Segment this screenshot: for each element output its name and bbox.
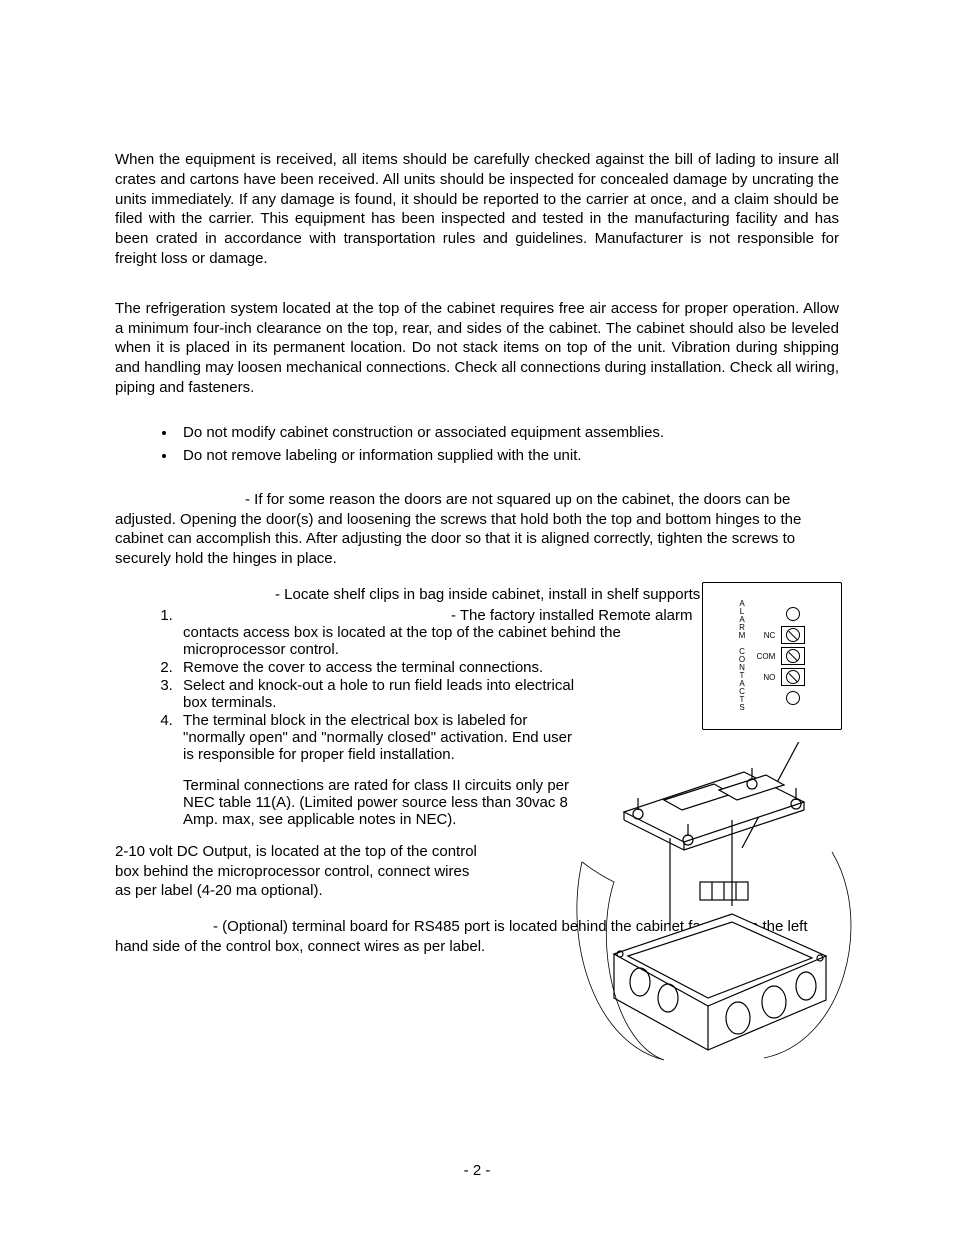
terminal-hole-icon [781, 689, 805, 707]
paragraph-door-adjust: - If for some reason the doors are not s… [115, 490, 839, 569]
step-4-extra: Terminal connections are rated for class… [183, 777, 583, 828]
paragraph-location: The refrigeration system located at the … [115, 299, 839, 398]
terminal-row-3: NO [753, 668, 805, 686]
terminal-row-1: NC [753, 626, 805, 644]
terminal-row-2: COM [753, 647, 805, 665]
terminal-screw-icon [781, 647, 805, 665]
terminal-screw-icon [781, 668, 805, 686]
alarm-contacts-box: ALARM CONTACTS NC COM NO [702, 582, 842, 730]
paragraph-dc-output: 2-10 volt DC Output, is located at the t… [115, 842, 485, 901]
paragraph-receiving: When the equipment is received, all item… [115, 150, 839, 269]
page-number: - 2 - [0, 1162, 954, 1179]
terminal-row-0 [753, 605, 805, 623]
bullet-1: Do not modify cabinet construction or as… [177, 424, 839, 441]
terminal-row-4 [753, 689, 805, 707]
junction-box-svg [574, 742, 854, 1062]
caution-bullets: Do not modify cabinet construction or as… [115, 424, 839, 464]
terminal-screw-icon [781, 626, 805, 644]
alarm-contacts-vertical-label: ALARM CONTACTS [739, 600, 746, 712]
junction-box-assembly-figure [574, 742, 854, 1062]
terminal-hole-icon [781, 605, 805, 623]
terminal-column: NC COM NO [753, 605, 805, 707]
alarm-contacts-figure: ALARM CONTACTS NC COM NO [702, 582, 842, 730]
page: When the equipment is received, all item… [0, 0, 954, 1235]
bullet-2: Do not remove labeling or information su… [177, 447, 839, 464]
